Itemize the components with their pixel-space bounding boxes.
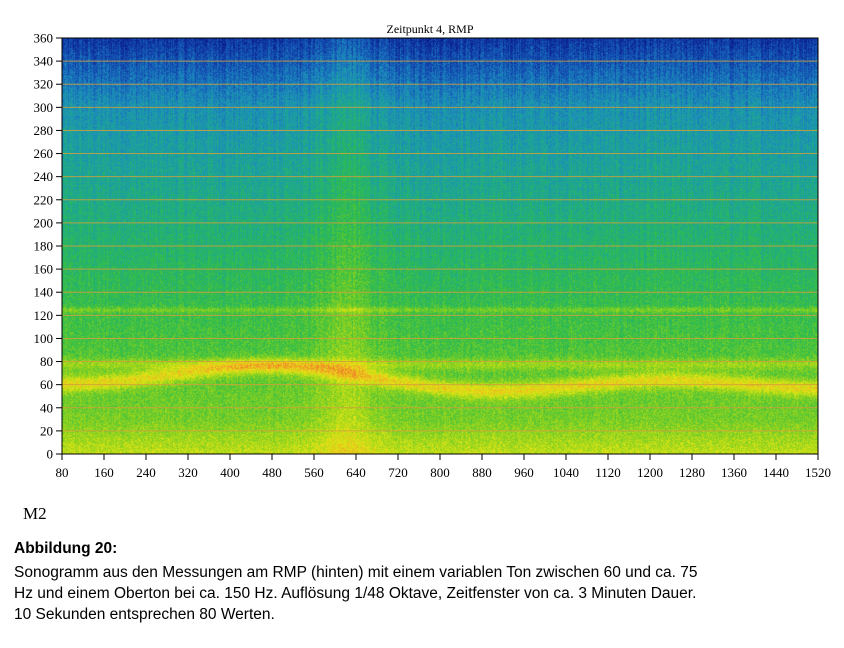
y-tick-label-140: 140 bbox=[34, 285, 54, 300]
spectrogram-chart: Zeitpunkt 4, RMP 0 20 40 60 80 100 120 140 160 18… bbox=[34, 22, 832, 480]
y-tick-label-0: 0 bbox=[47, 447, 54, 462]
y-tick-label-360: 360 bbox=[34, 31, 54, 46]
x-tick-label-80: 80 bbox=[56, 465, 69, 480]
y-tick-label-120: 120 bbox=[34, 308, 54, 323]
x-tick-label-880: 880 bbox=[472, 465, 492, 480]
figure-caption: Abbildung 20: Sonogramm aus den Messunge… bbox=[14, 538, 834, 625]
x-axis: 80 160 240 320 400 480 560 640 720 800 880 960 1040 1… bbox=[56, 454, 831, 480]
y-tick-label-240: 240 bbox=[34, 169, 54, 184]
x-tick-label-1520: 1520 bbox=[805, 465, 831, 480]
panel-label: M2 bbox=[23, 504, 47, 523]
y-tick-label-180: 180 bbox=[34, 239, 54, 254]
x-tick-label-1360: 1360 bbox=[721, 465, 747, 480]
y-tick-label-320: 320 bbox=[34, 77, 54, 92]
horizontal-gridlines bbox=[62, 60, 818, 432]
y-tick-label-300: 300 bbox=[34, 100, 54, 115]
y-tick-label-40: 40 bbox=[40, 400, 53, 415]
y-tick-label-160: 160 bbox=[34, 262, 54, 277]
x-tick-label-1200: 1200 bbox=[637, 465, 663, 480]
y-tick-label-340: 340 bbox=[34, 54, 54, 69]
x-tick-label-720: 720 bbox=[388, 465, 408, 480]
x-tick-label-160: 160 bbox=[94, 465, 114, 480]
x-tick-label-800: 800 bbox=[430, 465, 450, 480]
y-tick-label-280: 280 bbox=[34, 123, 54, 138]
x-tick-label-320: 320 bbox=[178, 465, 198, 480]
x-tick-label-1040: 1040 bbox=[553, 465, 579, 480]
y-tick-label-100: 100 bbox=[34, 331, 54, 346]
y-axis: 0 20 40 60 80 100 120 140 160 180 200 220 240 260 280 3… bbox=[34, 31, 62, 462]
y-tick-label-200: 200 bbox=[34, 215, 54, 230]
x-tick-label-960: 960 bbox=[514, 465, 534, 480]
caption-line-2: Hz und einem Oberton bei ca. 150 Hz. Auf… bbox=[14, 585, 697, 602]
y-tick-label-220: 220 bbox=[34, 192, 54, 207]
x-tick-label-640: 640 bbox=[346, 465, 366, 480]
caption-heading: Abbildung 20: bbox=[14, 540, 118, 557]
x-tick-label-560: 560 bbox=[304, 465, 324, 480]
x-tick-label-1440: 1440 bbox=[763, 465, 789, 480]
chart-title: Zeitpunkt 4, RMP bbox=[386, 22, 473, 36]
y-tick-label-60: 60 bbox=[40, 377, 53, 392]
caption-line-3: 10 Sekunden entsprechen 80 Werten. bbox=[14, 606, 275, 623]
y-tick-label-260: 260 bbox=[34, 146, 54, 161]
x-tick-label-1120: 1120 bbox=[595, 465, 621, 480]
x-tick-label-400: 400 bbox=[220, 465, 240, 480]
x-tick-label-1280: 1280 bbox=[679, 465, 705, 480]
x-tick-label-480: 480 bbox=[262, 465, 282, 480]
x-tick-label-240: 240 bbox=[136, 465, 156, 480]
y-tick-label-20: 20 bbox=[40, 423, 53, 438]
y-tick-label-80: 80 bbox=[40, 354, 53, 369]
caption-line-1: Sonogramm aus den Messungen am RMP (hint… bbox=[14, 564, 698, 581]
